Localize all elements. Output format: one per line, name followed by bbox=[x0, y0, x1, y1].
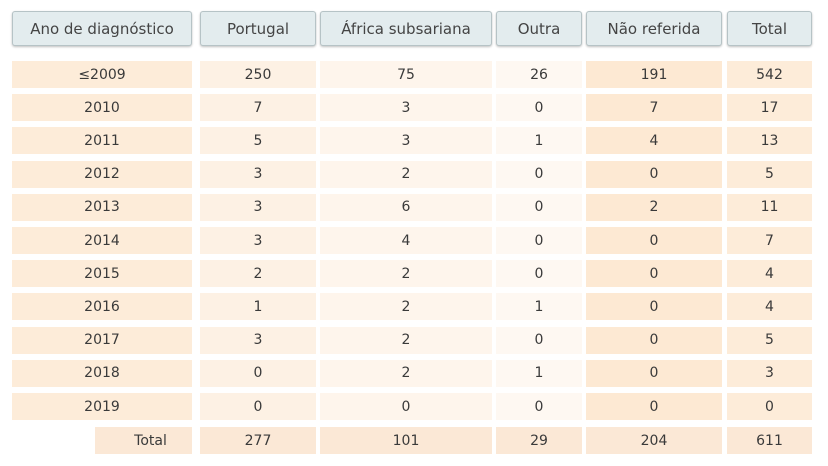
table-cell: 7 bbox=[727, 227, 812, 254]
row-year-label: 2019 bbox=[12, 393, 192, 420]
total-row-label: Total bbox=[95, 427, 192, 455]
table-cell: 3 bbox=[320, 94, 492, 122]
total-cell: 101 bbox=[320, 427, 492, 455]
table-cell: 2 bbox=[320, 293, 492, 321]
column-header-2: África subsariana bbox=[320, 11, 492, 46]
table-cell: 0 bbox=[496, 326, 582, 354]
column-header-1: Portugal bbox=[200, 11, 316, 46]
table-cell: 542 bbox=[727, 61, 812, 88]
table-cell: 7 bbox=[586, 94, 722, 122]
row-year-label: 2018 bbox=[12, 359, 192, 387]
table-cell: 0 bbox=[320, 393, 492, 420]
total-cell: 29 bbox=[496, 427, 582, 455]
row-year-label: 2011 bbox=[12, 127, 192, 155]
table-cell: 0 bbox=[496, 393, 582, 420]
column-header-3: Outra bbox=[496, 11, 582, 46]
table-cell: 2 bbox=[320, 359, 492, 387]
table-cell: 7 bbox=[200, 94, 316, 122]
table-cell: 0 bbox=[586, 326, 722, 354]
total-cell: 611 bbox=[727, 427, 812, 455]
table-cell: 0 bbox=[586, 393, 722, 420]
table-cell: 3 bbox=[320, 127, 492, 155]
table-cell: 2 bbox=[200, 260, 316, 288]
row-year-label: 2012 bbox=[12, 160, 192, 188]
table-cell: 17 bbox=[727, 94, 812, 122]
table-cell: 0 bbox=[586, 260, 722, 288]
table-cell: 2 bbox=[586, 193, 722, 221]
table-cell: 0 bbox=[200, 393, 316, 420]
total-cell: 277 bbox=[200, 427, 316, 455]
table-cell: 1 bbox=[496, 127, 582, 155]
table-cell: 1 bbox=[496, 359, 582, 387]
row-year-label: 2016 bbox=[12, 293, 192, 321]
table-cell: 0 bbox=[586, 227, 722, 254]
table-cell: 26 bbox=[496, 61, 582, 88]
table-cell: 2 bbox=[320, 326, 492, 354]
row-year-label: ≤2009 bbox=[12, 61, 192, 88]
total-cell: 204 bbox=[586, 427, 722, 455]
row-year-label: 2017 bbox=[12, 326, 192, 354]
table-cell: 0 bbox=[496, 94, 582, 122]
row-year-label: 2015 bbox=[12, 260, 192, 288]
row-year-label: 2014 bbox=[12, 227, 192, 254]
table-cell: 6 bbox=[320, 193, 492, 221]
table-cell: 5 bbox=[727, 160, 812, 188]
table-cell: 3 bbox=[200, 193, 316, 221]
table-cell: 1 bbox=[200, 293, 316, 321]
table-cell: 2 bbox=[320, 160, 492, 188]
table-cell: 4 bbox=[727, 293, 812, 321]
table-cell: 3 bbox=[200, 326, 316, 354]
table-cell: 11 bbox=[727, 193, 812, 221]
table-cell: 1 bbox=[496, 293, 582, 321]
column-header-4: Não referida bbox=[586, 11, 722, 46]
table-cell: 0 bbox=[200, 359, 316, 387]
table-cell: 5 bbox=[200, 127, 316, 155]
row-year-label: 2010 bbox=[12, 94, 192, 122]
table-cell: 3 bbox=[727, 359, 812, 387]
table-cell: 250 bbox=[200, 61, 316, 88]
table-cell: 0 bbox=[496, 160, 582, 188]
table-cell: 0 bbox=[496, 227, 582, 254]
table-cell: 3 bbox=[200, 227, 316, 254]
table-cell: 191 bbox=[586, 61, 722, 88]
table-cell: 0 bbox=[586, 160, 722, 188]
table-cell: 3 bbox=[200, 160, 316, 188]
table-cell: 75 bbox=[320, 61, 492, 88]
table-cell: 5 bbox=[727, 326, 812, 354]
column-header-0: Ano de diagnóstico bbox=[12, 11, 192, 46]
table-cell: 0 bbox=[586, 359, 722, 387]
table-cell: 13 bbox=[727, 127, 812, 155]
table-cell: 4 bbox=[727, 260, 812, 288]
table-cell: 4 bbox=[586, 127, 722, 155]
table-cell: 0 bbox=[586, 293, 722, 321]
table-cell: 0 bbox=[727, 393, 812, 420]
table-cell: 0 bbox=[496, 193, 582, 221]
table-cell: 2 bbox=[320, 260, 492, 288]
table-cell: 0 bbox=[496, 260, 582, 288]
column-header-5: Total bbox=[727, 11, 812, 46]
row-year-label: 2013 bbox=[12, 193, 192, 221]
table-cell: 4 bbox=[320, 227, 492, 254]
